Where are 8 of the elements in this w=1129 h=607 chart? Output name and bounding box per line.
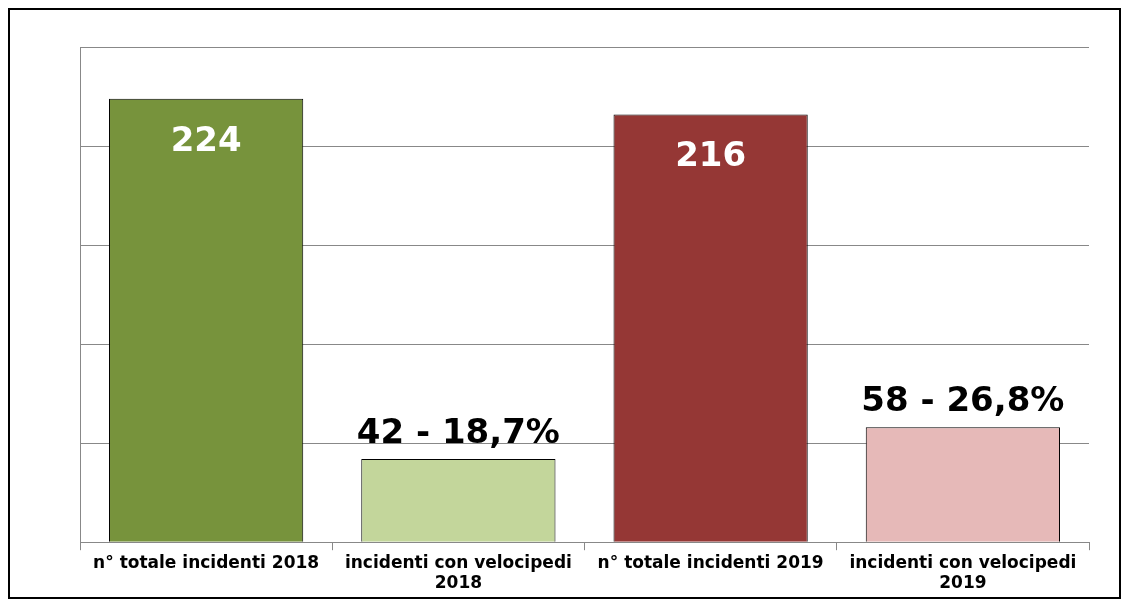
data-label: 42 - 18,7% (356, 410, 560, 451)
data-label: 216 (675, 134, 747, 175)
x-tick-label: incidenti con velocipedi 2018 (344, 551, 572, 593)
x-tick-label: n° totale incidenti 2019 (597, 551, 824, 572)
data-label: 224 (170, 118, 242, 159)
data-label: 58 - 26,8% (861, 379, 1065, 420)
x-tick-label: n° totale incidenti 2018 (93, 551, 320, 572)
x-tick-label: incidenti con velocipedi 2019 (849, 551, 1077, 593)
